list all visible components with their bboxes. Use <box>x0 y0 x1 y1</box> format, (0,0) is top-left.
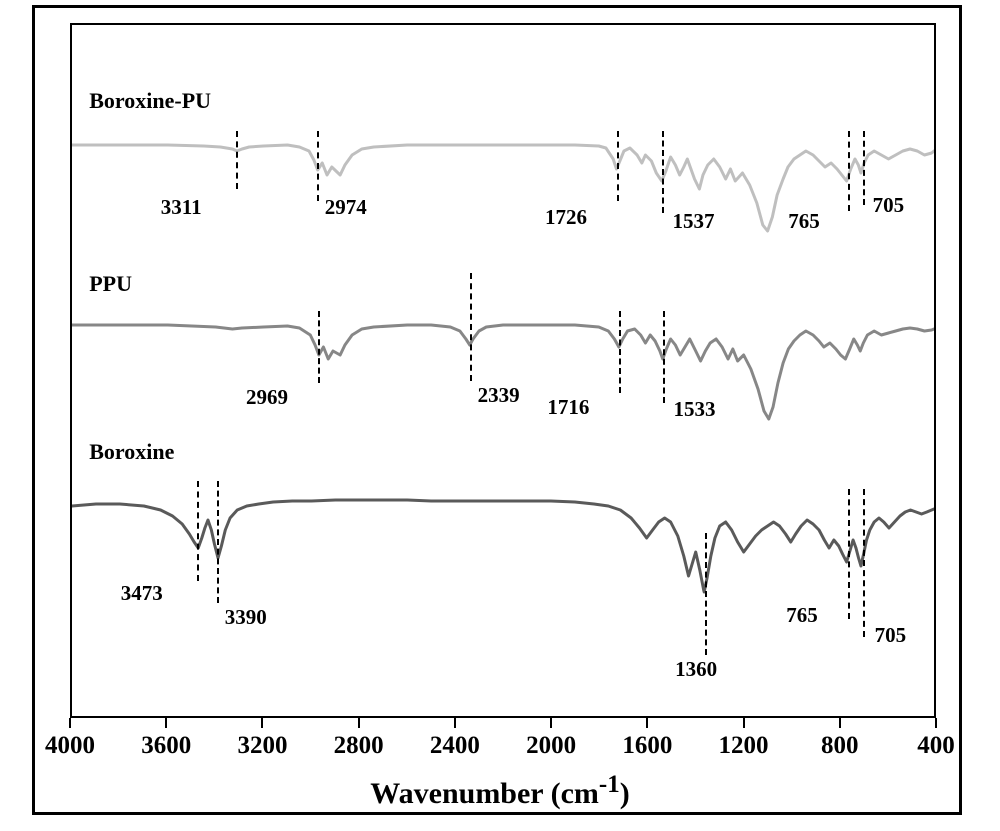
x-tick <box>839 718 841 728</box>
x-tick <box>261 718 263 728</box>
x-tick <box>358 718 360 728</box>
x-tick-label: 800 <box>821 732 859 760</box>
peak-label: 1726 <box>545 205 587 230</box>
peak-marker <box>617 131 619 201</box>
peak-marker <box>318 311 320 383</box>
peak-label: 1360 <box>675 657 717 682</box>
peak-marker <box>848 489 850 619</box>
x-axis-label: Wavenumber (cm-1) <box>370 771 629 811</box>
peak-label: 1533 <box>673 397 715 422</box>
x-axis-label-sup: -1 <box>599 771 620 798</box>
peak-label: 2974 <box>325 195 367 220</box>
peak-marker <box>863 131 865 205</box>
peak-marker <box>236 131 238 189</box>
series-label: PPU <box>89 271 132 297</box>
peak-marker <box>705 533 707 655</box>
peak-marker <box>217 481 219 603</box>
peak-label: 1716 <box>547 395 589 420</box>
x-tick <box>69 718 71 728</box>
x-tick-label: 1200 <box>719 732 769 760</box>
peak-label: 3473 <box>121 581 163 606</box>
x-tick-label: 3200 <box>237 732 287 760</box>
x-tick <box>165 718 167 728</box>
peak-marker <box>848 131 850 211</box>
x-tick-label: 4000 <box>45 732 95 760</box>
peak-label: 3390 <box>225 605 267 630</box>
peak-marker <box>662 131 664 213</box>
peak-marker <box>317 131 319 201</box>
x-tick-label: 2400 <box>430 732 480 760</box>
series-label: Boroxine <box>89 439 174 465</box>
x-tick <box>743 718 745 728</box>
x-tick-label: 2800 <box>334 732 384 760</box>
x-tick <box>935 718 937 728</box>
x-tick-label: 1600 <box>622 732 672 760</box>
peak-marker <box>197 481 199 581</box>
x-axis-label-suffix: ) <box>620 777 630 810</box>
peak-marker <box>619 311 621 393</box>
peak-label: 705 <box>873 193 905 218</box>
x-tick-label: 3600 <box>141 732 191 760</box>
peak-label: 2969 <box>246 385 288 410</box>
peak-label: 705 <box>875 623 907 648</box>
x-tick <box>646 718 648 728</box>
x-tick-label: 2000 <box>526 732 576 760</box>
peak-marker <box>863 489 865 637</box>
peak-label: 765 <box>788 209 820 234</box>
figure-canvas: 4000 3600 3200 2800 2400 2000 1600 1200 800 400 W… <box>0 0 1000 831</box>
peak-marker <box>470 273 472 381</box>
series-label: Boroxine-PU <box>89 88 211 114</box>
peak-label: 3311 <box>161 195 202 220</box>
peak-label: 765 <box>786 603 818 628</box>
x-axis-label-text: Wavenumber (cm <box>370 777 599 810</box>
x-tick <box>454 718 456 728</box>
peak-marker <box>663 311 665 403</box>
x-tick-label: 400 <box>917 732 955 760</box>
peak-label: 1537 <box>672 209 714 234</box>
x-tick <box>550 718 552 728</box>
peak-label: 2339 <box>478 383 520 408</box>
